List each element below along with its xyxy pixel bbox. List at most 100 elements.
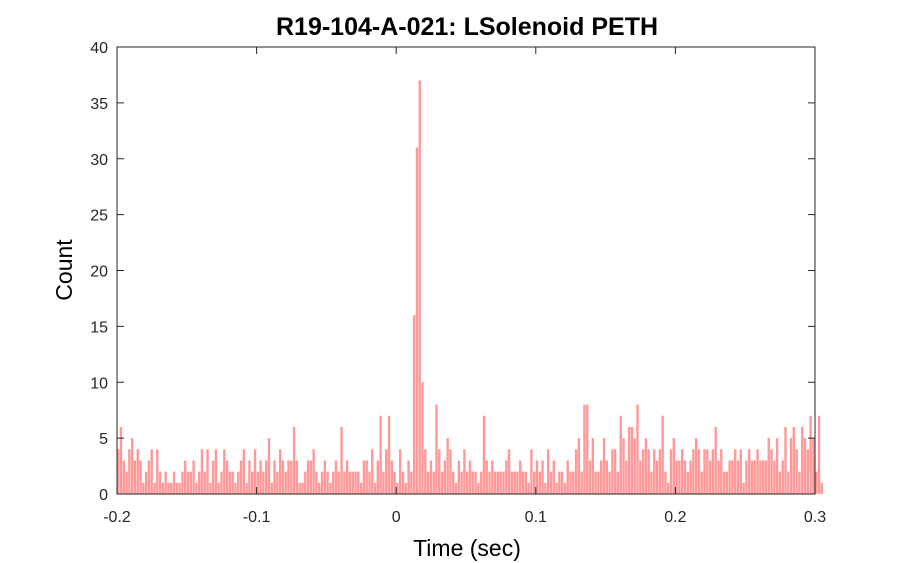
histogram-bar [452,471,455,494]
histogram-bar [619,415,622,494]
histogram-bar [658,449,662,494]
histogram-bar [600,460,603,494]
histogram-bar [502,471,505,494]
histogram-bar [189,471,192,494]
histogram-bar [287,460,290,494]
histogram-bar [133,460,137,494]
histogram-bar [549,471,553,494]
histogram-bar [689,460,692,494]
histogram-bar [387,415,391,494]
histogram-bar [541,460,544,494]
histogram-bar [248,460,251,494]
histogram-bar [147,460,151,494]
histogram-bar [443,460,447,494]
histogram-bar [535,460,539,494]
y-axis-ticks: 0 5 10 15 20 25 30 35 40 [90,40,815,504]
histogram-bar [521,471,525,494]
histogram-bar [753,460,756,494]
histogram-bar [175,482,179,494]
histogram-bar [761,460,765,494]
histogram-bar [184,460,187,494]
histogram-bar [348,471,352,494]
chart-title: R19-104-A-021: LSolenoid PETH [276,13,658,41]
histogram-bar [605,460,608,494]
histogram-bar [781,460,784,494]
histogram-bar [318,482,321,494]
histogram-bar [488,471,491,494]
histogram-bar [750,460,754,494]
histogram-bar [239,460,243,494]
histogram-bar [245,482,248,494]
histogram-bar [572,471,575,494]
histogram-bar [739,449,743,494]
histogram-bar [323,460,326,494]
histogram-bar [382,471,385,494]
y-tick-label: 5 [99,431,108,448]
histogram-bar [125,471,128,494]
histogram-bar [231,471,234,494]
histogram-bar [479,471,483,494]
histogram-bar [812,438,815,495]
histogram-bar [407,460,410,494]
histogram-bar [345,460,349,494]
histogram-bar [223,449,226,494]
histogram-bar [552,460,555,494]
y-tick-label: 15 [90,319,108,336]
histogram-bar [496,471,500,494]
histogram-bar [404,482,407,494]
histogram-bar [351,471,354,494]
histogram-bar [206,449,209,494]
histogram-bar [365,460,368,494]
histogram-bar [471,471,474,494]
histogram-bar [644,438,648,495]
histogram-bar [119,426,123,494]
histogram-bar [725,471,729,494]
histogram-bar [706,449,709,494]
histogram-bar [385,449,388,494]
histogram-bar [432,471,435,494]
histogram-bar [580,471,583,494]
histogram-bar [678,460,681,494]
histogram-bar [773,460,776,494]
histogram-bar [438,449,441,494]
histogram-bar [686,471,689,494]
y-tick-label: 0 [99,487,108,504]
histogram-bar [787,471,790,494]
histogram-bar [809,415,812,494]
histogram-bar [276,471,279,494]
histogram-bar [627,426,631,494]
histogram-bar [714,426,717,494]
histogram-bar [672,438,675,495]
histogram-bar [393,471,396,494]
histogram-bar [734,449,737,494]
histogram-bar [613,449,617,494]
histogram-bar [792,426,796,494]
histogram-bar [178,482,181,494]
histogram-bar [466,471,469,494]
histogram-bar [192,460,195,494]
histogram-bar [499,471,502,494]
histogram-bar [711,449,715,494]
histogram-bar [485,460,488,494]
histogram-bar [376,460,380,494]
histogram-bar [181,471,184,494]
histogram-bar [460,471,463,494]
histogram-bar [602,438,606,495]
histogram-bar [630,426,634,494]
histogram-bar [784,426,787,494]
histogram-bar [334,460,338,494]
histogram-bar [256,471,259,494]
histogram-bar [558,471,561,494]
y-tick-label: 40 [90,40,108,57]
histogram-bar [362,460,366,494]
histogram-bar [390,460,394,494]
histogram-bar [457,460,461,494]
histogram-bar [594,471,597,494]
histogram-bar [264,460,268,494]
histogram-bar [745,460,748,494]
histogram-bar [211,460,215,494]
histogram-bar [170,482,173,494]
histogram-bar [214,449,218,494]
histogram-bar [331,471,335,494]
histogram-bar [320,471,324,494]
